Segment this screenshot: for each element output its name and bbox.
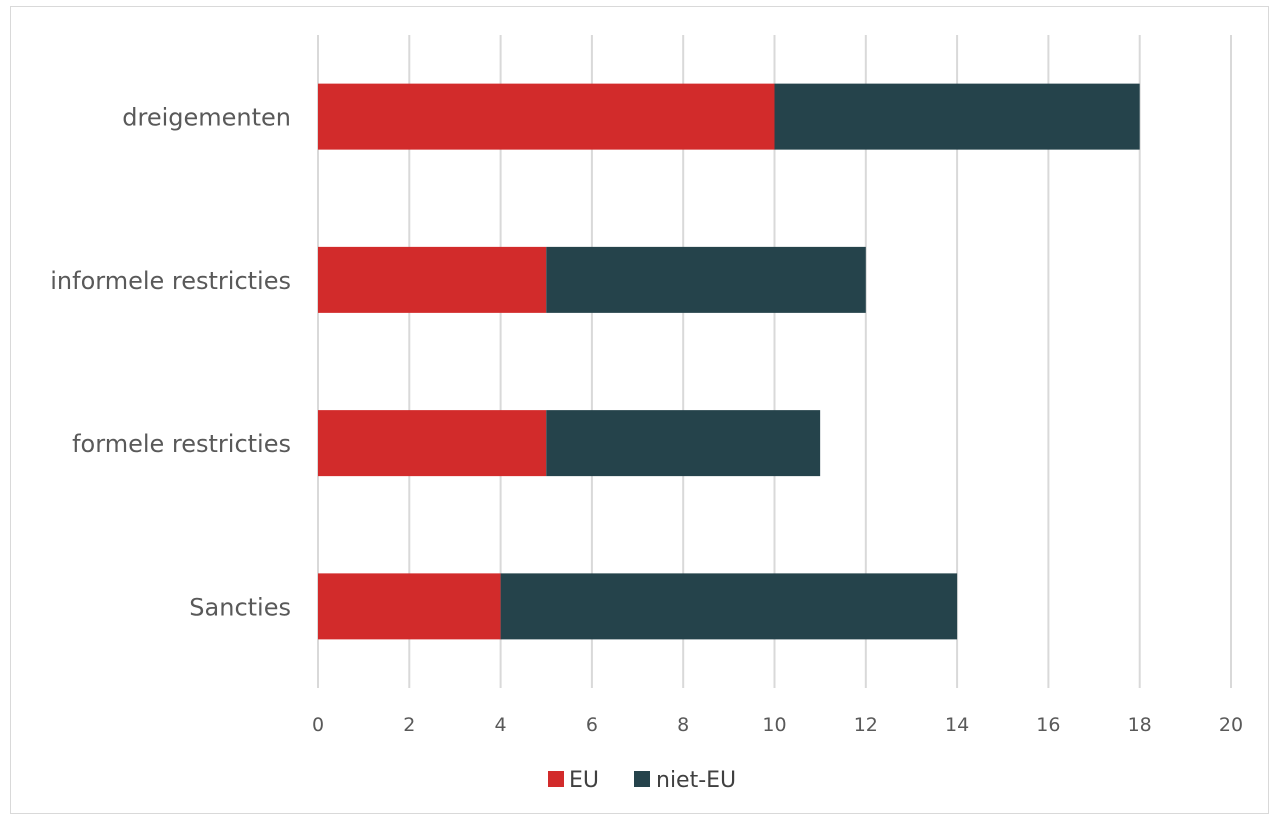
category-label: Sancties bbox=[189, 593, 291, 621]
legend-label-niet-eu: niet-EU bbox=[656, 768, 736, 793]
x-tick-label: 18 bbox=[1128, 714, 1152, 736]
x-tick-label: 6 bbox=[586, 714, 598, 736]
category-label: informele restricties bbox=[50, 267, 291, 295]
bar-niet-eu-0 bbox=[774, 83, 1140, 150]
x-tick-label: 8 bbox=[677, 714, 689, 736]
bar-eu-3 bbox=[318, 573, 501, 640]
x-tick-label: 16 bbox=[1036, 714, 1060, 736]
legend-label-eu: EU bbox=[569, 768, 599, 793]
bar-eu-1 bbox=[318, 246, 547, 313]
x-tick-label: 10 bbox=[762, 714, 786, 736]
legend-swatch-eu bbox=[548, 771, 564, 787]
bar-niet-eu-1 bbox=[546, 246, 866, 313]
bar-niet-eu-3 bbox=[500, 573, 958, 640]
category-label: dreigementen bbox=[122, 104, 291, 132]
x-tick-label: 4 bbox=[495, 714, 507, 736]
x-tick-labels: 0 2 4 6 8 10 12 14 16 18 20 bbox=[312, 714, 1243, 736]
x-tick-label: 0 bbox=[312, 714, 324, 736]
category-label: formele restricties bbox=[72, 430, 291, 458]
x-tick-label: 14 bbox=[945, 714, 969, 736]
bar-eu-0 bbox=[318, 83, 775, 150]
x-tick-label: 20 bbox=[1219, 714, 1243, 736]
legend: EU niet-EU bbox=[548, 768, 736, 793]
category-labels: dreigementen informele restricties formele… bbox=[50, 104, 291, 622]
bars bbox=[318, 83, 1140, 640]
x-tick-label: 12 bbox=[854, 714, 878, 736]
legend-swatch-niet-eu bbox=[634, 771, 650, 787]
x-tick-label: 2 bbox=[403, 714, 415, 736]
bar-eu-2 bbox=[318, 410, 547, 477]
bar-niet-eu-2 bbox=[546, 410, 821, 477]
